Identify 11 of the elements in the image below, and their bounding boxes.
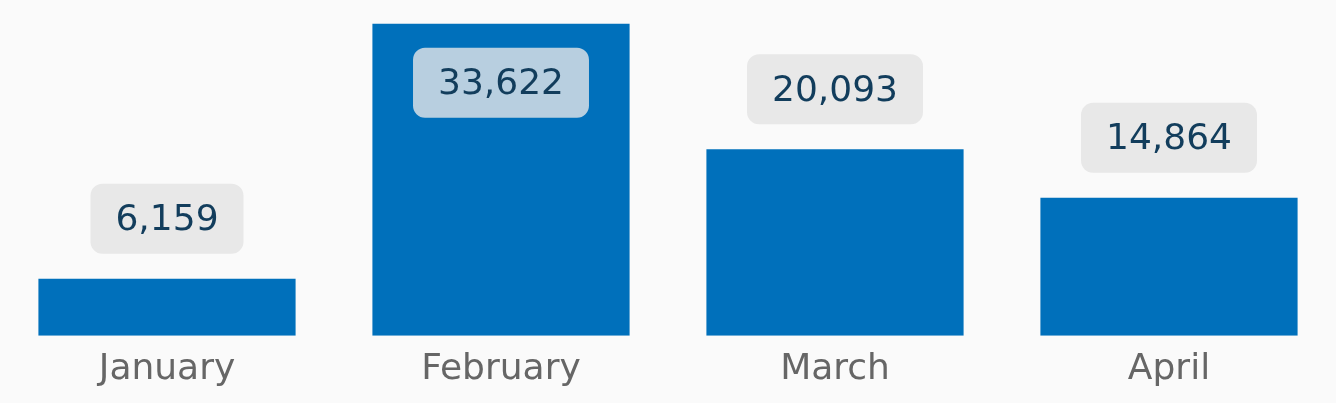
bar	[38, 278, 296, 336]
x-tick-label: January	[96, 345, 236, 387]
data-label: 20,093	[772, 67, 898, 109]
bar	[1040, 197, 1298, 336]
data-label: 6,159	[115, 197, 219, 238]
data-label: 14,864	[1106, 116, 1232, 158]
x-tick-label: February	[421, 345, 581, 387]
data-label: 33,622	[438, 61, 564, 103]
x-tick-label: March	[780, 345, 890, 387]
bar	[706, 149, 964, 336]
x-tick-label: April	[1127, 345, 1211, 387]
